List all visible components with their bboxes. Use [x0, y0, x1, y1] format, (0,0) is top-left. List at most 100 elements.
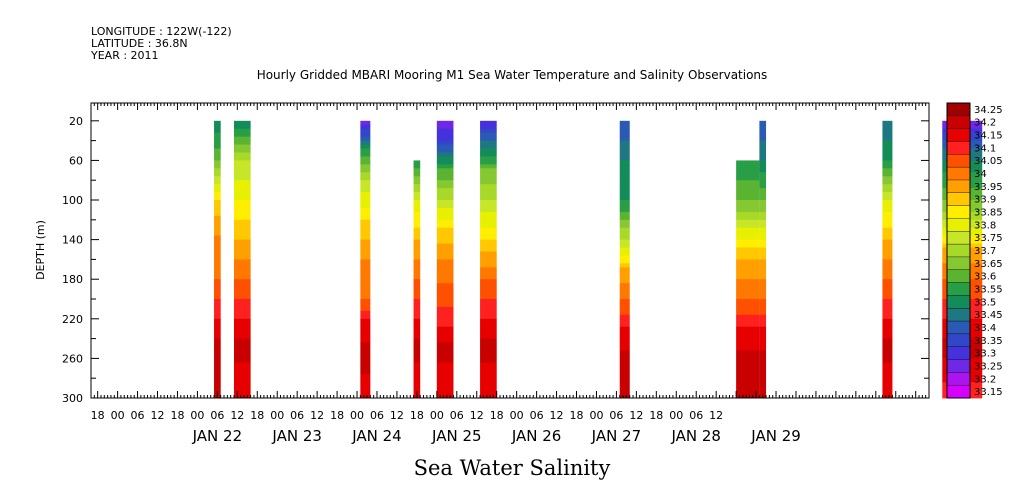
salinity-cell: [436, 231, 454, 237]
colorbar-label: 33.9: [974, 195, 996, 206]
salinity-cell: [736, 275, 760, 280]
salinity-cell: [360, 322, 371, 328]
salinity-cell: [214, 291, 221, 296]
x-hour-tick-label: 12: [629, 409, 643, 422]
salinity-cell: [360, 310, 371, 316]
salinity-cell: [882, 148, 893, 153]
salinity-cell: [436, 314, 454, 320]
salinity-cell: [214, 338, 221, 343]
salinity-cell: [360, 144, 371, 149]
salinity-cell: [480, 291, 497, 296]
salinity-cell: [736, 291, 760, 296]
salinity-cell: [413, 263, 421, 268]
colorbar-label: 33.55: [974, 284, 1003, 295]
colorbar-swatch: [946, 372, 971, 386]
salinity-cell: [882, 188, 893, 193]
salinity-cell: [214, 223, 221, 229]
salinity-cell: [214, 350, 221, 355]
salinity-cell: [436, 338, 454, 343]
salinity-cell: [759, 243, 767, 248]
salinity-cell: [436, 148, 454, 153]
salinity-cell: [882, 200, 893, 205]
salinity-cell: [480, 184, 497, 189]
salinity-cell: [619, 156, 630, 161]
salinity-cell: [233, 156, 251, 161]
salinity-cell: [759, 203, 767, 209]
salinity-cell: [436, 322, 454, 328]
salinity-cell: [882, 279, 893, 284]
salinity-cell: [233, 168, 251, 173]
salinity-cell: [413, 251, 421, 256]
salinity-cell: [214, 215, 221, 221]
salinity-cell: [759, 314, 767, 320]
salinity-cell: [882, 299, 893, 304]
salinity-cell: [759, 358, 767, 363]
salinity-cell: [480, 314, 497, 320]
salinity-cell: [480, 243, 497, 248]
salinity-cell: [360, 354, 371, 359]
salinity-cell: [436, 302, 454, 308]
salinity-cell: [233, 227, 251, 233]
salinity-cell: [882, 287, 893, 292]
salinity-cell: [736, 263, 760, 268]
salinity-cell: [480, 200, 497, 205]
salinity-cell: [736, 334, 760, 339]
salinity-cell: [413, 299, 421, 304]
salinity-cell: [436, 184, 454, 189]
x-hour-tick-label: 00: [111, 409, 125, 422]
salinity-cell: [233, 338, 251, 343]
salinity-cell: [882, 275, 893, 280]
salinity-cell: [436, 279, 454, 284]
salinity-cell: [413, 378, 421, 383]
salinity-cell: [233, 124, 251, 130]
salinity-cell: [882, 318, 893, 324]
salinity-cell: [882, 156, 893, 161]
salinity-cell: [436, 287, 454, 292]
salinity-cell: [759, 370, 767, 375]
salinity-cell: [214, 184, 221, 189]
salinity-cell: [759, 259, 767, 264]
salinity-cell: [436, 168, 454, 173]
salinity-cell: [619, 124, 630, 130]
salinity-cell: [233, 295, 251, 300]
colorbar-swatch: [946, 295, 971, 309]
salinity-cell: [619, 172, 630, 177]
salinity-cell: [436, 386, 454, 391]
salinity-cell: [360, 382, 371, 387]
salinity-cell: [480, 378, 497, 383]
salinity-cell: [436, 362, 454, 367]
salinity-cell: [759, 271, 767, 276]
salinity-cell: [619, 168, 630, 173]
salinity-cell: [360, 302, 371, 308]
y-axis: 20 60 100 140 180 220 260 300: [62, 115, 929, 405]
salinity-cell: [413, 247, 421, 252]
salinity-cell: [413, 366, 421, 371]
salinity-cell: [413, 350, 421, 355]
salinity-cell: [214, 366, 221, 371]
salinity-cell: [360, 223, 371, 229]
salinity-cell: [233, 160, 251, 165]
salinity-cell: [736, 358, 760, 363]
colorbar-label: 33.8: [974, 220, 996, 231]
salinity-cell: [619, 148, 630, 153]
salinity-cell: [882, 132, 893, 138]
salinity-cell: [619, 160, 630, 165]
salinity-cell: [480, 330, 497, 336]
salinity-cell: [736, 192, 760, 197]
salinity-cell: [759, 168, 767, 173]
salinity-cell: [436, 291, 454, 296]
salinity-cell: [736, 243, 760, 248]
salinity-cell: [214, 322, 221, 328]
colorbar-swatch: [946, 359, 971, 373]
salinity-cell: [360, 160, 371, 165]
salinity-cell: [882, 386, 893, 391]
salinity-cell: [619, 295, 630, 300]
salinity-cell: [619, 211, 630, 217]
colorbar-swatch: [946, 154, 971, 168]
salinity-cell: [436, 160, 454, 165]
salinity-cell: [882, 326, 893, 332]
salinity-cell: [233, 350, 251, 355]
salinity-cell: [233, 279, 251, 284]
salinity-cell: [360, 334, 371, 339]
salinity-cell: [736, 188, 760, 193]
